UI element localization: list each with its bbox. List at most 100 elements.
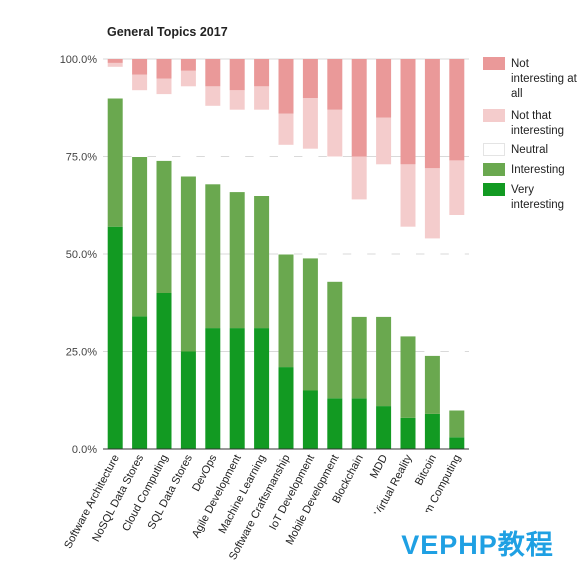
legend-swatch <box>483 163 505 176</box>
bar-segment <box>205 86 221 106</box>
bar-segment <box>400 164 416 227</box>
bar-segment <box>156 93 172 161</box>
legend-label: Not that interesting <box>511 110 565 137</box>
bar-segment <box>229 90 245 110</box>
bar-segment <box>327 109 343 157</box>
y-tick-label: 25.0% <box>66 347 97 359</box>
bar-segment <box>254 195 270 329</box>
bar-segment <box>156 59 172 79</box>
bar-segment <box>302 390 318 449</box>
legend-swatch <box>483 57 505 70</box>
bar-segment <box>449 160 465 215</box>
bar-segment <box>180 59 196 71</box>
bar-segment <box>376 59 392 118</box>
y-tick-label: 50.0% <box>66 249 97 261</box>
bar-segment <box>376 406 392 449</box>
bar-segment <box>254 328 270 449</box>
y-tick-label: 75.0% <box>66 152 97 164</box>
legend-item: Very interesting <box>483 183 579 223</box>
bar-segment <box>351 59 367 157</box>
bar-segment <box>400 226 416 337</box>
legend-label: Interesting <box>511 164 565 176</box>
bar-segment <box>400 59 416 165</box>
bar-segment <box>254 86 270 110</box>
legend-item: Interesting <box>483 163 579 183</box>
bar-segment <box>229 191 245 329</box>
bar-segment <box>180 176 196 352</box>
legend-label: Neutral <box>511 144 549 156</box>
bar-segment <box>205 328 221 449</box>
chart-title: General Topics 2017 <box>107 25 228 39</box>
bar-segment <box>205 59 221 87</box>
bar-segment <box>156 160 172 293</box>
bar-segment <box>278 59 294 114</box>
bar-segment <box>449 437 465 449</box>
bar-segment <box>351 398 367 449</box>
y-tick-label: 100.0% <box>60 54 98 66</box>
bar-segment <box>424 237 441 356</box>
bar-segment <box>400 417 416 449</box>
bar-segment <box>351 156 367 200</box>
bar-segment <box>327 398 343 449</box>
bar-segment <box>278 254 294 368</box>
bar-segment <box>302 98 318 149</box>
legend-item: Not interesting at all <box>483 57 579 109</box>
bar-segment <box>424 59 440 169</box>
bar-segment <box>229 328 245 449</box>
bar-segment <box>132 59 148 75</box>
x-tick-label: Bitcoin <box>413 453 439 488</box>
bar-segment <box>302 59 318 98</box>
bar-segment <box>449 59 465 161</box>
bar-segment <box>278 113 294 145</box>
bar-segment <box>376 117 392 165</box>
bar-segment <box>156 78 172 95</box>
bar-segment <box>278 367 294 449</box>
bar-segment <box>229 59 245 91</box>
bar-segment <box>205 183 221 329</box>
bar-segment <box>107 62 123 67</box>
legend-item: Neutral <box>483 143 579 163</box>
bar-segment <box>254 59 270 87</box>
bar-segment <box>302 257 318 391</box>
bar-segment <box>107 66 124 99</box>
chart-legend: Not interesting at all Not that interesti… <box>483 57 579 223</box>
bar-segment <box>107 98 123 227</box>
bar-segment <box>326 156 343 282</box>
bar-segment <box>132 316 148 449</box>
bar-segment <box>327 281 343 399</box>
bar-segment <box>156 293 172 449</box>
bar-segment <box>229 109 246 193</box>
bar-segment <box>327 59 343 110</box>
legend-label: Not interesting at all <box>511 58 577 100</box>
legend-swatch <box>483 109 505 122</box>
bar-segment <box>180 85 197 177</box>
bar-segment <box>132 74 148 91</box>
bar-segment <box>278 144 294 255</box>
bar-segment <box>107 59 123 63</box>
bar-segment <box>204 105 221 185</box>
legend-item: Not that interesting <box>483 109 579 143</box>
bar-segment <box>180 351 196 449</box>
bar-segment <box>449 410 465 438</box>
y-tick-label: 0.0% <box>72 444 97 456</box>
watermark: VEPHP教程 <box>376 512 579 572</box>
bar-segment <box>424 355 440 414</box>
bar-segment <box>131 89 148 157</box>
x-tick-label: MDD <box>368 453 390 481</box>
bar-segment <box>424 168 440 239</box>
legend-label: Very interesting <box>511 184 565 211</box>
bar-segment <box>376 316 392 407</box>
bar-segment <box>253 109 270 196</box>
bar-segment <box>424 413 440 449</box>
bar-segment <box>132 156 148 317</box>
bar-segment <box>351 198 368 317</box>
bar-segment <box>180 70 196 87</box>
bar-segment <box>400 335 416 418</box>
bar-segment <box>302 148 319 259</box>
legend-swatch <box>483 183 505 196</box>
bar-segment <box>107 226 123 449</box>
bar-segment <box>448 214 465 411</box>
legend-swatch <box>483 143 505 156</box>
bar-segment <box>375 163 392 317</box>
